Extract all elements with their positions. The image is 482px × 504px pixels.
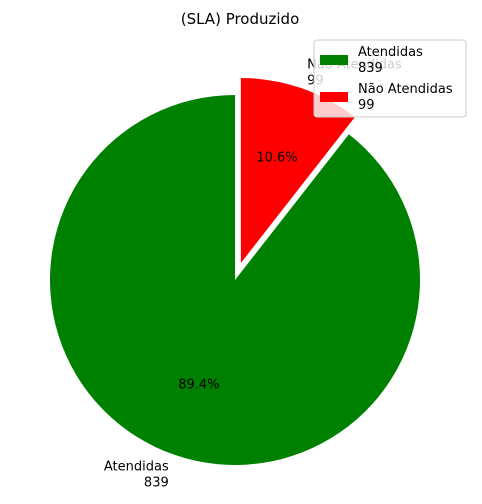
legend-count-nao-atendidas: 99: [358, 98, 375, 113]
legend-count-atendidas: 839: [358, 61, 383, 76]
legend-frame: [313, 39, 467, 118]
chart-title: (SLA) Produzido: [181, 10, 300, 28]
pie-outer-label-0: Atendidas 839: [104, 459, 169, 490]
pie-slices: [50, 77, 421, 466]
legend-label-atendidas: Atendidas: [358, 45, 423, 60]
pie-percent-label-0: 89.4%: [178, 377, 219, 392]
legend-swatch-atendidas: [320, 55, 348, 65]
pie-percent-label-1: 10.6%: [256, 151, 297, 166]
pie-slice-1: [240, 77, 355, 263]
legend-label-nao-atendidas: Não Atendidas: [358, 82, 453, 97]
legend-swatch-nao-atendidas: [320, 92, 348, 102]
legend: Atendidas 839 Não Atendidas 99: [313, 39, 467, 118]
pie-slice-0: [50, 95, 421, 466]
